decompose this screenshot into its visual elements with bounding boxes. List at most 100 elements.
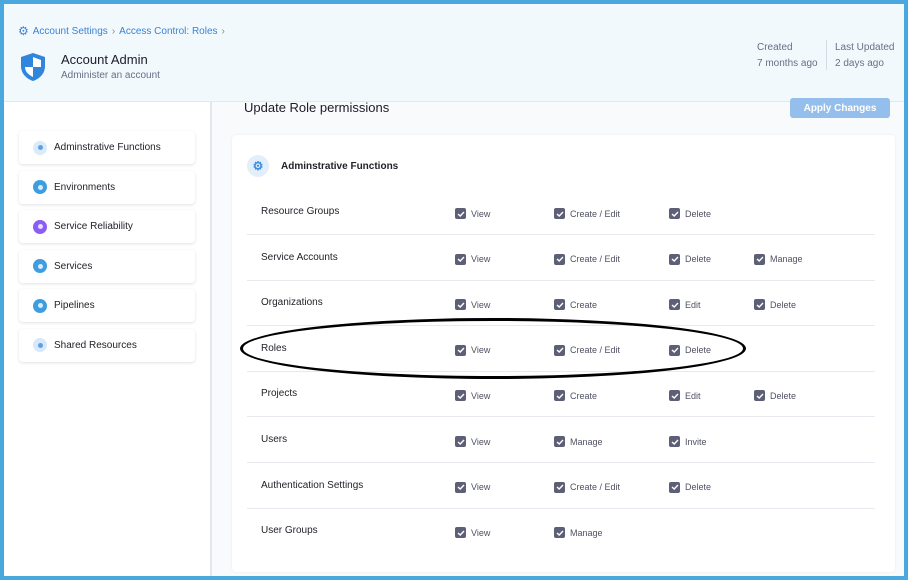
checkbox-checked-icon[interactable] [669, 299, 680, 311]
checkbox-checked-icon[interactable] [554, 344, 565, 356]
checkbox-checked-icon[interactable] [554, 299, 565, 311]
permission-checkbox[interactable]: View [455, 527, 491, 539]
checkbox-checked-icon[interactable] [455, 527, 466, 539]
updated-info: Last Updated 2 days ago [835, 40, 895, 72]
checkbox-checked-icon[interactable] [455, 344, 466, 356]
checkbox-checked-icon[interactable] [669, 208, 680, 219]
permission-checkbox[interactable]: Create / Edit [554, 344, 620, 356]
sidebar-item[interactable]: Services [19, 249, 195, 283]
checkbox-checked-icon[interactable] [669, 253, 680, 265]
sidebar-item[interactable]: Service Reliability [19, 210, 195, 243]
app-frame: ⚙ Account Settings › Access Control: Rol… [4, 4, 904, 576]
permission-checkbox[interactable]: Delete [754, 299, 796, 311]
checkbox-checked-icon[interactable] [455, 436, 466, 447]
permission-label: Manage [770, 254, 803, 265]
checkbox-checked-icon[interactable] [554, 527, 565, 539]
role-subtitle: Administer an account [61, 70, 160, 81]
sidebar-item[interactable]: Shared Resources [19, 328, 195, 362]
sidebar-item-label: Service Reliability [54, 221, 133, 232]
permission-checkbox[interactable]: Edit [669, 390, 701, 402]
permission-label: Create / Edit [570, 482, 621, 493]
permission-label: Invite [685, 436, 707, 447]
checkbox-checked-icon[interactable] [669, 390, 680, 402]
permission-label: View [471, 482, 491, 493]
permission-label: Create / Edit [570, 254, 621, 265]
breadcrumb-access-control[interactable]: Access Control: Roles [119, 25, 218, 37]
sidebar-item-label: Services [54, 260, 93, 272]
sidebar-item-label: Shared Resources [54, 339, 137, 351]
checkbox-checked-icon[interactable] [754, 299, 765, 311]
checkbox-checked-icon[interactable] [455, 390, 466, 402]
permission-label: Delete [770, 390, 797, 401]
sidebar-item-label: Environments [54, 181, 116, 193]
page-title: Update Role permissions [244, 100, 390, 115]
checkbox-checked-icon[interactable] [455, 208, 466, 219]
permission-label: Create [570, 390, 598, 401]
permission-label: Manage [570, 527, 603, 538]
permission-checkbox[interactable]: Delete [669, 208, 711, 219]
permission-checkbox[interactable]: View [455, 390, 491, 402]
checkbox-checked-icon[interactable] [455, 253, 466, 265]
permission-checkbox[interactable]: View [455, 253, 490, 265]
sidebar-item[interactable]: Pipelines [19, 289, 195, 322]
permission-label: Edit [685, 390, 701, 401]
created-info: Created 7 months ago [757, 40, 818, 72]
permission-row: Resource Groups View Create / Edit Delete [247, 190, 875, 235]
permission-row: Projects View Create Edit Delete [247, 372, 875, 418]
checkbox-checked-icon[interactable] [754, 253, 765, 265]
checkbox-checked-icon[interactable] [554, 481, 565, 493]
permission-checkbox[interactable]: View [455, 481, 491, 493]
created-label: Created [757, 42, 793, 53]
breadcrumb-account-settings[interactable]: Account Settings [32, 25, 108, 37]
environment-icon [33, 180, 47, 194]
permission-checkbox[interactable]: Manage [754, 253, 803, 265]
permission-checkbox[interactable]: Manage [554, 436, 603, 447]
checkbox-checked-icon[interactable] [669, 481, 680, 493]
apply-changes-button[interactable]: Apply Changes [790, 98, 890, 118]
pipelines-icon [33, 298, 47, 313]
permission-checkbox[interactable]: Create / Edit [554, 481, 621, 493]
shield-icon [21, 53, 45, 81]
checkbox-checked-icon[interactable] [554, 253, 565, 265]
permission-checkbox[interactable]: View [455, 208, 490, 219]
checkbox-checked-icon[interactable] [554, 390, 565, 402]
permission-checkbox[interactable]: View [455, 344, 491, 356]
permission-checkbox[interactable]: Delete [754, 390, 797, 402]
checkbox-checked-icon[interactable] [754, 390, 765, 402]
checkbox-checked-icon[interactable] [554, 436, 565, 447]
checkbox-checked-icon[interactable] [669, 344, 680, 356]
permission-checkbox[interactable]: Edit [669, 299, 701, 311]
permission-checkbox[interactable]: View [455, 299, 490, 311]
permission-checkbox[interactable]: Create / Edit [554, 253, 621, 265]
checkbox-checked-icon[interactable] [455, 299, 466, 311]
permission-checkbox[interactable]: Delete [669, 481, 712, 493]
services-icon [33, 259, 47, 273]
permission-row: Roles View Create / Edit Delete [247, 327, 875, 372]
permission-checkbox[interactable]: Create [554, 299, 597, 311]
permission-label: View [471, 390, 491, 401]
permission-label: View [471, 527, 491, 538]
permission-checkbox[interactable]: Invite [669, 436, 707, 447]
permission-label: View [471, 436, 491, 447]
checkbox-checked-icon[interactable] [455, 481, 466, 493]
gear-icon: ⚙ [247, 155, 269, 177]
gear-icon: ⚙ [18, 24, 29, 38]
permission-label: Delete [685, 482, 712, 493]
permission-checkbox[interactable]: Manage [554, 527, 603, 539]
permission-row: Users View Manage Invite [247, 418, 875, 463]
checkbox-checked-icon[interactable] [669, 436, 680, 447]
permission-checkbox[interactable]: Create / Edit [554, 208, 620, 219]
permission-label: View [471, 345, 491, 356]
shared-resources-icon [33, 338, 47, 352]
sidebar-item[interactable]: Adminstrative Functions [19, 131, 195, 164]
permission-checkbox[interactable]: Create [554, 390, 598, 402]
permission-checkbox[interactable]: View [455, 436, 490, 447]
permission-checkbox[interactable]: Delete [669, 344, 711, 356]
sidebar-item[interactable]: Environments [19, 170, 195, 204]
role-title: Account Admin [61, 52, 148, 67]
created-value: 7 months ago [757, 58, 818, 69]
permission-checkbox[interactable]: Delete [669, 253, 711, 265]
updated-label: Last Updated [835, 42, 895, 53]
permission-label: Manage [570, 436, 603, 447]
checkbox-checked-icon[interactable] [554, 208, 565, 219]
